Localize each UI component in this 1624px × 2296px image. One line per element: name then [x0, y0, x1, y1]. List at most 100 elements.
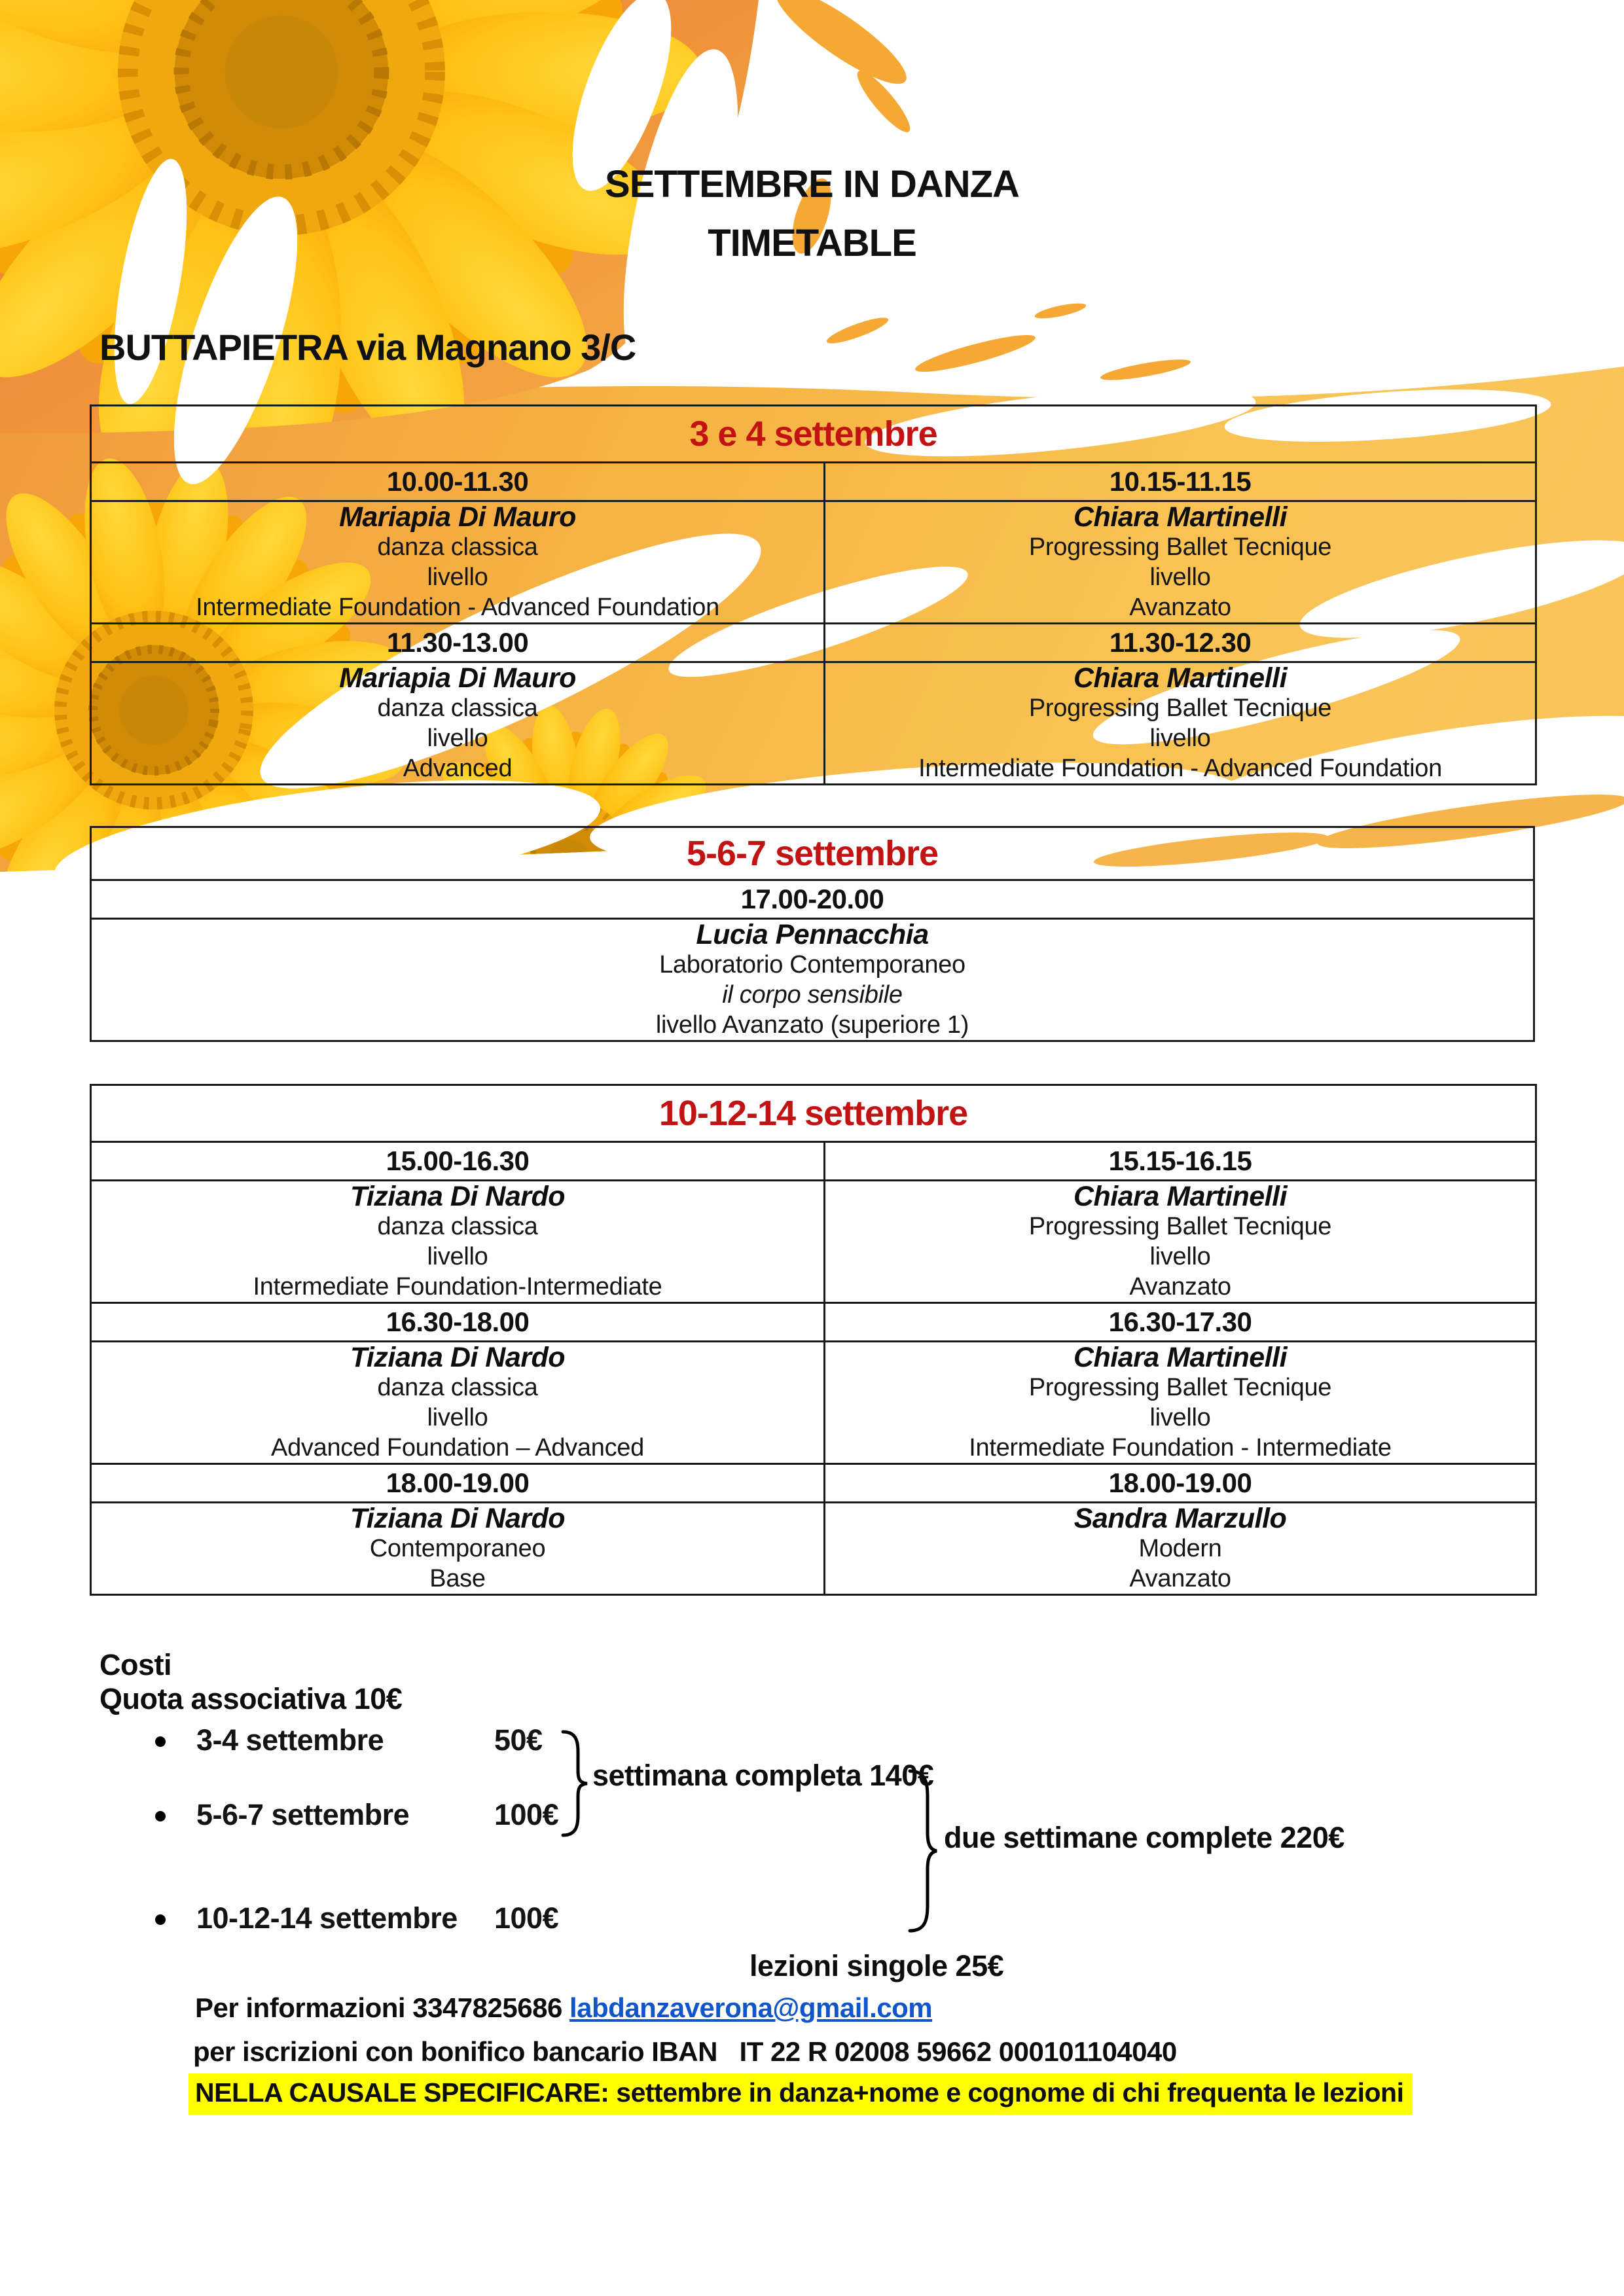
teacher-name: Tiziana Di Nardo [350, 1503, 566, 1534]
location-heading: BUTTAPIETRA via Magnano 3/C [99, 327, 636, 368]
level-label: livello [1149, 1243, 1211, 1270]
costs-heading: Costi [99, 1648, 172, 1681]
time-slot: 16.30-17.30 [823, 1302, 1537, 1342]
level-label: livello [427, 1243, 488, 1270]
class-cell: Tiziana Di Nardo danza classica livello … [90, 1340, 825, 1465]
level-label: livello [427, 725, 488, 752]
level-label: livello [1149, 1404, 1211, 1431]
time-slot: 18.00-19.00 [823, 1463, 1537, 1503]
payment-note-line: NELLA CAUSALE SPECIFICARE: settembre in … [189, 2073, 1413, 2115]
bullet-icon [155, 1736, 166, 1747]
level-value: Intermediate Foundation-Intermediate [253, 1273, 662, 1300]
schedule-table-5-6-7-settembre: 5-6-7 settembre 17.00-20.00 Lucia Pennac… [90, 826, 1535, 1042]
class-discipline: danza classica [377, 1213, 538, 1240]
class-discipline: Laboratorio Contemporaneo [659, 951, 965, 978]
level-value: Intermediate Foundation - Advanced Found… [918, 755, 1442, 782]
time-slot: 15.15-16.15 [823, 1141, 1537, 1181]
teacher-name: Chiara Martinelli [1073, 662, 1288, 694]
class-cell: Tiziana Di Nardo Contemporaneo Base [90, 1501, 825, 1596]
schedule-table-3-4-settembre: 3 e 4 settembre 10.00-11.30 10.15-11.15 … [90, 404, 1537, 785]
class-discipline: Progressing Ballet Tecnique [1028, 1213, 1332, 1240]
time-row: 15.00-16.30 15.15-16.15 [90, 1141, 1537, 1181]
class-cell: Chiara Martinelli Progressing Ballet Tec… [823, 661, 1537, 785]
teacher-name: Chiara Martinelli [1073, 1342, 1288, 1373]
class-discipline: Progressing Ballet Tecnique [1028, 1374, 1332, 1401]
teacher-name: Tiziana Di Nardo [350, 1181, 566, 1212]
bullet-icon [155, 1811, 166, 1821]
single-lesson-price: lezioni singole 25€ [749, 1949, 1004, 1982]
class-cell: Lucia Pennacchia Laboratorio Contemporan… [90, 918, 1535, 1042]
cost-item-label: 10-12-14 settembre [196, 1901, 458, 1935]
detail-row: Mariapia Di Mauro danza classica livello… [90, 661, 1537, 785]
class-discipline: Modern [1138, 1535, 1222, 1562]
contact-info-text: Per informazioni 3347825686 [195, 1992, 569, 2023]
time-slot: 16.30-18.00 [90, 1302, 825, 1342]
time-slot: 11.30-12.30 [823, 622, 1537, 663]
time-slot: 11.30-13.00 [90, 622, 825, 663]
session-header-row: 10-12-14 settembre [90, 1084, 1537, 1143]
bundle-two-weeks-price: due settimane complete 220€ [944, 1821, 1344, 1854]
bullet-icon [155, 1914, 166, 1925]
time-row: 16.30-18.00 16.30-17.30 [90, 1302, 1537, 1342]
teacher-name: Chiara Martinelli [1073, 501, 1288, 533]
time-row: 17.00-20.00 [90, 879, 1535, 920]
email-link[interactable]: labdanzaverona@gmail.com [569, 1992, 933, 2023]
cost-item-label: 5-6-7 settembre [196, 1798, 410, 1831]
detail-row: Lucia Pennacchia Laboratorio Contemporan… [90, 918, 1535, 1042]
detail-row: Tiziana Di Nardo danza classica livello … [90, 1340, 1537, 1465]
time-row: 10.00-11.30 10.15-11.15 [90, 461, 1537, 502]
class-discipline: Progressing Ballet Tecnique [1028, 533, 1332, 561]
time-slot: 10.15-11.15 [823, 461, 1537, 502]
iban-line: per iscrizioni con bonifico bancario IBA… [193, 2036, 1177, 2067]
teacher-name: Mariapia Di Mauro [339, 501, 576, 533]
class-cell: Sandra Marzullo Modern Avanzato [823, 1501, 1537, 1596]
level-value: Advanced [403, 755, 513, 782]
session-date-header: 5-6-7 settembre [90, 826, 1535, 881]
class-discipline: danza classica [377, 533, 538, 561]
membership-fee: Quota associativa 10€ [99, 1682, 403, 1715]
class-cell: Chiara Martinelli Progressing Ballet Tec… [823, 1179, 1537, 1304]
brace-large-icon [908, 1769, 937, 1933]
cost-item-price: 100€ [494, 1798, 559, 1831]
bundle-week-price: settimana completa 140€ [592, 1759, 934, 1792]
teacher-name: Sandra Marzullo [1074, 1503, 1287, 1534]
level-label: livello [1149, 564, 1211, 591]
page-subtitle: TIMETABLE [708, 222, 917, 264]
class-discipline: Progressing Ballet Tecnique [1028, 694, 1332, 722]
class-discipline: Contemporaneo [369, 1535, 546, 1562]
time-slot: 10.00-11.30 [90, 461, 825, 502]
teacher-name: Lucia Pennacchia [696, 919, 929, 950]
cost-item-price: 50€ [494, 1723, 543, 1757]
session-header-row: 3 e 4 settembre [90, 404, 1537, 463]
detail-row: Mariapia Di Mauro danza classica livello… [90, 500, 1537, 624]
schedule-table-10-12-14-settembre: 10-12-14 settembre 15.00-16.30 15.15-16.… [90, 1084, 1537, 1596]
detail-row: Tiziana Di Nardo danza classica livello … [90, 1179, 1537, 1304]
detail-row: Tiziana Di Nardo Contemporaneo Base Sand… [90, 1501, 1537, 1596]
class-cell: Tiziana Di Nardo danza classica livello … [90, 1179, 825, 1304]
level-value: Intermediate Foundation - Intermediate [969, 1434, 1392, 1462]
level-value: Advanced Foundation – Advanced [271, 1434, 644, 1462]
level-label: livello [1149, 725, 1211, 752]
teacher-name: Chiara Martinelli [1073, 1181, 1288, 1212]
teacher-name: Tiziana Di Nardo [350, 1342, 566, 1373]
level-value: Avanzato [1129, 1273, 1231, 1300]
level-value: Base [429, 1565, 486, 1592]
session-date-header: 3 e 4 settembre [90, 404, 1537, 463]
session-header-row: 5-6-7 settembre [90, 826, 1535, 881]
class-discipline: danza classica [377, 694, 538, 722]
time-row: 18.00-19.00 18.00-19.00 [90, 1463, 1537, 1503]
time-slot: 15.00-16.30 [90, 1141, 825, 1181]
class-discipline: danza classica [377, 1374, 538, 1401]
class-cell: Mariapia Di Mauro danza classica livello… [90, 661, 825, 785]
time-slot: 18.00-19.00 [90, 1463, 825, 1503]
cost-item: 3-4 settembre 50€ [0, 1723, 1624, 1763]
page-title: SETTEMBRE IN DANZA [605, 163, 1020, 206]
level-value: Intermediate Foundation - Advanced Found… [196, 594, 719, 621]
time-slot: 17.00-20.00 [90, 879, 1535, 920]
cost-item-label: 3-4 settembre [196, 1723, 384, 1757]
class-cell: Chiara Martinelli Progressing Ballet Tec… [823, 500, 1537, 624]
level-value: Avanzato [1129, 594, 1231, 621]
session-date-header: 10-12-14 settembre [90, 1084, 1537, 1143]
level-value: Avanzato [1129, 1565, 1231, 1592]
